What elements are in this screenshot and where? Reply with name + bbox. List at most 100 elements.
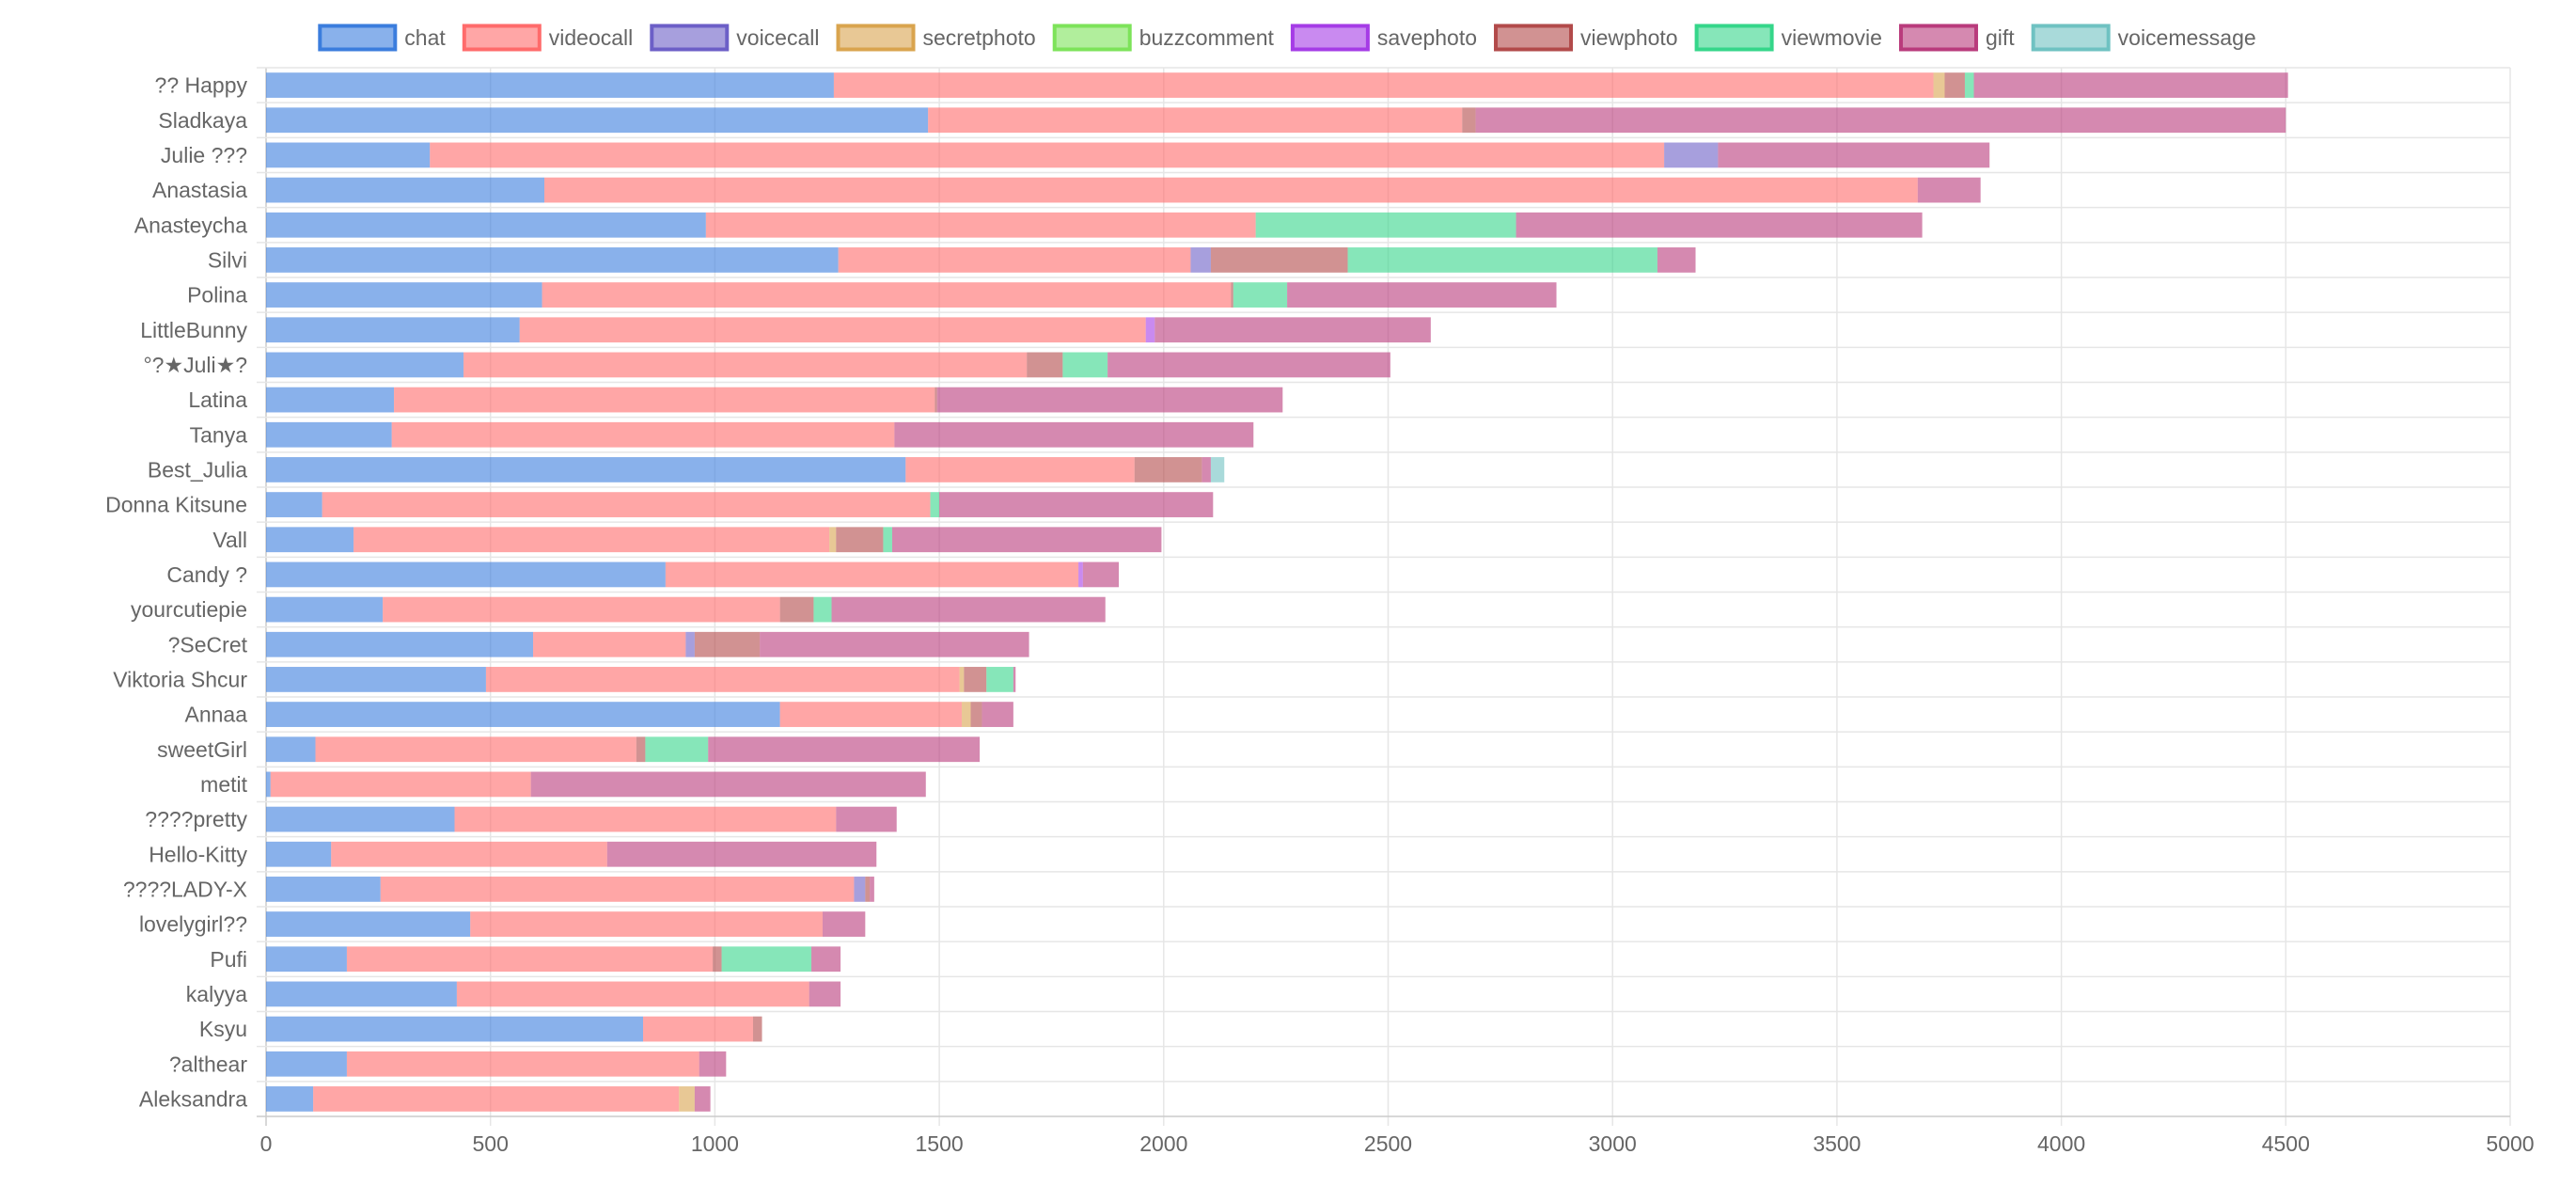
bar-segment-viewphoto[interactable] — [752, 1016, 762, 1042]
bar-row[interactable] — [266, 877, 874, 902]
bar-row[interactable] — [266, 667, 1016, 692]
bar-row[interactable] — [266, 596, 1106, 623]
bar-row[interactable] — [266, 177, 1981, 203]
bar-segment-viewphoto[interactable] — [836, 527, 884, 553]
bar-segment-chat[interactable] — [266, 457, 906, 482]
bar-segment-gift[interactable] — [1154, 317, 1431, 343]
bar-segment-gift[interactable] — [1475, 107, 2286, 134]
bar-segment-chat[interactable] — [266, 667, 486, 692]
bar-row[interactable] — [266, 1086, 711, 1112]
bar-segment-viewphoto[interactable] — [1944, 72, 1965, 98]
bar-segment-videocall[interactable] — [463, 352, 1028, 378]
bar-segment-videocall[interactable] — [346, 1051, 699, 1077]
legend-item-savephoto[interactable]: savephoto — [1290, 24, 1477, 52]
bar-segment-secretphoto[interactable] — [1933, 72, 1945, 98]
bar-segment-videocall[interactable] — [331, 841, 607, 867]
bar-row[interactable] — [266, 946, 841, 973]
bar-segment-gift[interactable] — [809, 981, 841, 1007]
bar-row[interactable] — [266, 457, 1225, 482]
bar-row[interactable] — [266, 107, 2286, 134]
bar-segment-viewmovie[interactable] — [930, 492, 940, 517]
bar-row[interactable] — [266, 1016, 762, 1042]
bar-segment-videocall[interactable] — [430, 142, 1665, 168]
bar-row[interactable] — [266, 352, 1390, 378]
bar-segment-videocall[interactable] — [315, 736, 636, 763]
bar-segment-viewphoto[interactable] — [1210, 247, 1348, 273]
bar-row[interactable] — [266, 561, 1120, 588]
bar-row[interactable] — [266, 492, 1214, 517]
bar-segment-videocall[interactable] — [928, 107, 1463, 134]
bar-segment-videocall[interactable] — [519, 317, 1146, 343]
bar-segment-videocall[interactable] — [485, 667, 960, 692]
bar-segment-gift[interactable] — [699, 1051, 727, 1077]
bar-segment-gift[interactable] — [891, 527, 1162, 553]
bar-segment-viewphoto[interactable] — [865, 877, 871, 902]
bar-segment-viewmovie[interactable] — [645, 736, 709, 763]
bar-segment-viewmovie[interactable] — [721, 946, 812, 973]
bar-segment-videocall[interactable] — [322, 492, 931, 517]
bar-segment-chat[interactable] — [266, 177, 544, 203]
bar-segment-gift[interactable] — [694, 1086, 711, 1112]
bar-segment-gift[interactable] — [1917, 177, 1981, 203]
bar-segment-viewmovie[interactable] — [986, 667, 1013, 692]
bar-segment-chat[interactable] — [266, 877, 381, 902]
bar-segment-chat[interactable] — [266, 806, 455, 832]
bar-segment-videocall[interactable] — [313, 1086, 680, 1112]
bar-segment-viewphoto[interactable] — [1134, 457, 1202, 482]
bar-segment-secretphoto[interactable] — [961, 702, 971, 727]
legend-item-voicemessage[interactable]: voicemessage — [2031, 24, 2256, 52]
bar-segment-gift[interactable] — [1287, 282, 1557, 308]
legend-item-voicecall[interactable]: voicecall — [650, 24, 820, 52]
bar-row[interactable] — [266, 841, 877, 867]
bar-segment-chat[interactable] — [266, 142, 431, 168]
bar-row[interactable] — [266, 771, 926, 798]
bar-segment-chat[interactable] — [266, 1051, 347, 1077]
bar-segment-chat[interactable] — [266, 387, 395, 413]
bar-segment-videocall[interactable] — [905, 457, 1135, 482]
bar-segment-videocall[interactable] — [838, 247, 1191, 273]
bar-segment-viewmovie[interactable] — [1964, 72, 1974, 98]
bar-segment-viewphoto[interactable] — [1027, 352, 1063, 378]
bar-row[interactable] — [266, 247, 1696, 273]
bar-row[interactable] — [266, 702, 1013, 727]
bar-segment-gift[interactable] — [939, 492, 1214, 517]
legend-item-videocall[interactable]: videocall — [462, 24, 634, 52]
bar-row[interactable] — [266, 72, 2288, 98]
bar-segment-chat[interactable] — [266, 631, 534, 657]
bar-segment-videocall[interactable] — [391, 421, 895, 448]
bar-row[interactable] — [266, 806, 897, 832]
bar-segment-savephoto[interactable] — [1145, 317, 1155, 343]
bar-segment-viewphoto[interactable] — [694, 631, 761, 657]
bar-segment-chat[interactable] — [266, 107, 929, 134]
bar-segment-chat[interactable] — [266, 1086, 314, 1112]
bar-segment-videocall[interactable] — [833, 72, 1934, 98]
bar-segment-chat[interactable] — [266, 561, 666, 588]
bar-segment-gift[interactable] — [1657, 247, 1696, 273]
bar-row[interactable] — [266, 317, 1431, 343]
bar-segment-videocall[interactable] — [542, 282, 1232, 308]
bar-segment-chat[interactable] — [266, 981, 457, 1007]
legend-item-chat[interactable]: chat — [318, 24, 446, 52]
bar-row[interactable] — [266, 142, 1990, 168]
bar-segment-videocall[interactable] — [705, 212, 1256, 238]
bar-segment-chat[interactable] — [266, 317, 520, 343]
bar-segment-gift[interactable] — [822, 911, 866, 937]
bar-row[interactable] — [266, 736, 981, 763]
bar-segment-chat[interactable] — [266, 736, 316, 763]
bar-segment-chat[interactable] — [266, 841, 332, 867]
bar-row[interactable] — [266, 631, 1029, 657]
bar-row[interactable] — [266, 282, 1557, 308]
bar-segment-chat[interactable] — [266, 1016, 644, 1042]
bar-segment-viewphoto[interactable] — [970, 702, 982, 727]
bar-segment-gift[interactable] — [760, 631, 1029, 657]
bar-segment-gift[interactable] — [982, 702, 1013, 727]
bar-segment-gift[interactable] — [530, 771, 926, 798]
bar-segment-videocall[interactable] — [353, 527, 830, 553]
legend-item-secretphoto[interactable]: secretphoto — [836, 24, 1036, 52]
legend-item-buzzcomment[interactable]: buzzcomment — [1052, 24, 1275, 52]
bar-segment-chat[interactable] — [266, 282, 542, 308]
bar-segment-gift[interactable] — [606, 841, 877, 867]
bar-segment-chat[interactable] — [266, 421, 392, 448]
bar-segment-viewphoto[interactable] — [713, 946, 722, 973]
bar-segment-voicecall[interactable] — [1190, 247, 1211, 273]
